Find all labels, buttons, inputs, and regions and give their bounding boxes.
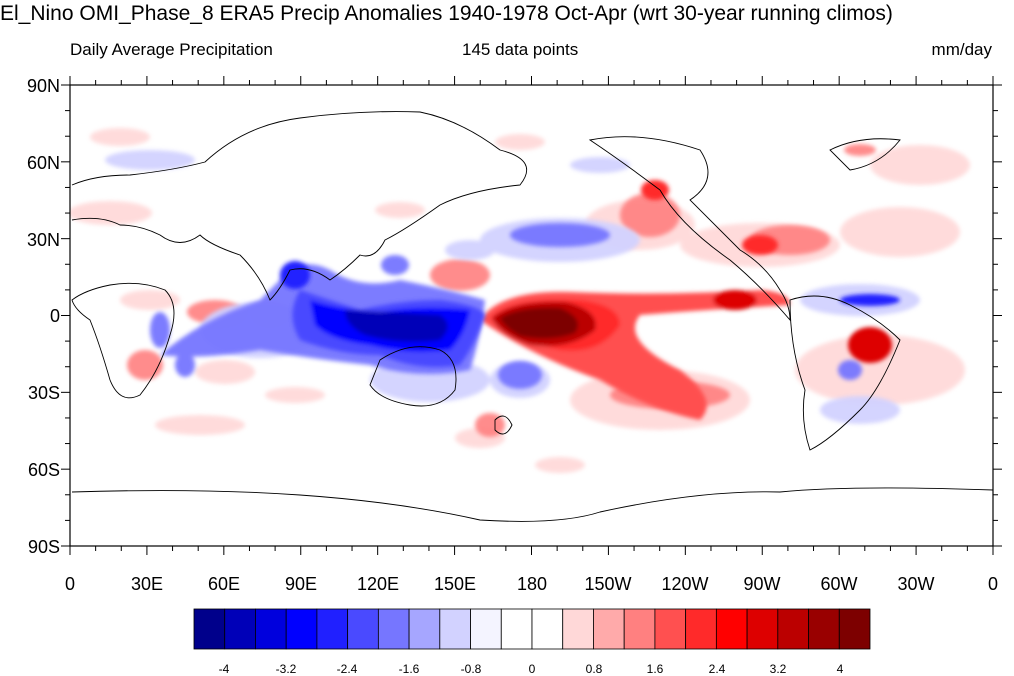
axis-ticks: [61, 76, 1002, 555]
colorbar-swatch: [623, 608, 656, 650]
subtitle-center: 145 data points: [462, 40, 579, 59]
colorbar-label: 3.2: [770, 662, 787, 676]
colorbar-swatch: [255, 608, 287, 650]
lat-label: 90N: [27, 76, 60, 96]
colorbar-swatch: [838, 608, 871, 650]
colorbar-swatch: [685, 608, 717, 650]
lon-label: 180: [517, 574, 547, 594]
colorbar-label: -4: [219, 662, 230, 676]
colorbar-label: 2.4: [709, 662, 726, 676]
lat-label: 0: [50, 306, 60, 326]
latitude-labels: 90N 60N 30N 0 30S 60S 90S: [27, 76, 60, 557]
colorbar-swatch: [193, 608, 226, 650]
colorbar-swatch: [715, 608, 748, 650]
subtitle-units: mm/day: [931, 40, 992, 59]
colorbar-label: -1.6: [399, 662, 420, 676]
colorbar-label: -0.8: [461, 662, 482, 676]
colorbar-swatch: [531, 608, 564, 650]
figure-title: El_Nino OMI_Phase_8 ERA5 Precip Anomalie…: [0, 2, 893, 25]
colorbar-labels: -4 -3.2 -2.4 -1.6 -0.8 0 0.8 1.6 2.4 3.2…: [219, 662, 844, 676]
lon-label: 150E: [434, 574, 476, 594]
colorbar-swatch: [285, 608, 318, 650]
lon-label: 0: [988, 574, 998, 594]
lon-label: 60E: [208, 574, 240, 594]
colorbar-label: 0: [529, 662, 536, 676]
colorbar-swatch: [470, 608, 502, 650]
colorbar-swatch: [562, 608, 594, 650]
colorbar-swatch: [408, 608, 441, 650]
lon-label: 120E: [357, 574, 399, 594]
colorbar-swatch: [746, 608, 779, 650]
colorbar: [193, 608, 871, 650]
lat-label: 60N: [27, 153, 60, 173]
lon-label: 30E: [131, 574, 163, 594]
colorbar-swatch: [593, 608, 625, 650]
colorbar-swatch: [439, 608, 471, 650]
lat-label: 60S: [28, 460, 60, 480]
colorbar-swatch: [377, 608, 410, 650]
subtitle-left: Daily Average Precipitation: [70, 40, 273, 59]
lon-label: 0: [65, 574, 75, 594]
colorbar-swatch: [777, 608, 809, 650]
colorbar-swatch: [347, 608, 379, 650]
lon-label: 120W: [661, 574, 708, 594]
colorbar-swatch: [500, 608, 533, 650]
lon-label: 90E: [285, 574, 317, 594]
colorbar-swatch: [808, 608, 840, 650]
longitude-labels: 0 30E 60E 90E 120E 150E 180 150W 120W 90…: [65, 574, 998, 594]
colorbar-label: -3.2: [276, 662, 297, 676]
lon-label: 30W: [897, 574, 934, 594]
colorbar-label: -2.4: [337, 662, 358, 676]
colorbar-label: 1.6: [647, 662, 664, 676]
lat-label: 90S: [28, 537, 60, 557]
lon-label: 60W: [820, 574, 857, 594]
precip-anomaly-field: [70, 85, 993, 546]
lat-label: 30S: [28, 383, 60, 403]
lon-label: 90W: [743, 574, 780, 594]
colorbar-swatch: [316, 608, 349, 650]
colorbar-label: 0.8: [586, 662, 603, 676]
colorbar-swatch: [224, 608, 256, 650]
coastlines: [71, 111, 993, 522]
colorbar-swatch: [654, 608, 687, 650]
lon-label: 150W: [584, 574, 631, 594]
lat-label: 30N: [27, 230, 60, 250]
colorbar-label: 4: [837, 662, 844, 676]
